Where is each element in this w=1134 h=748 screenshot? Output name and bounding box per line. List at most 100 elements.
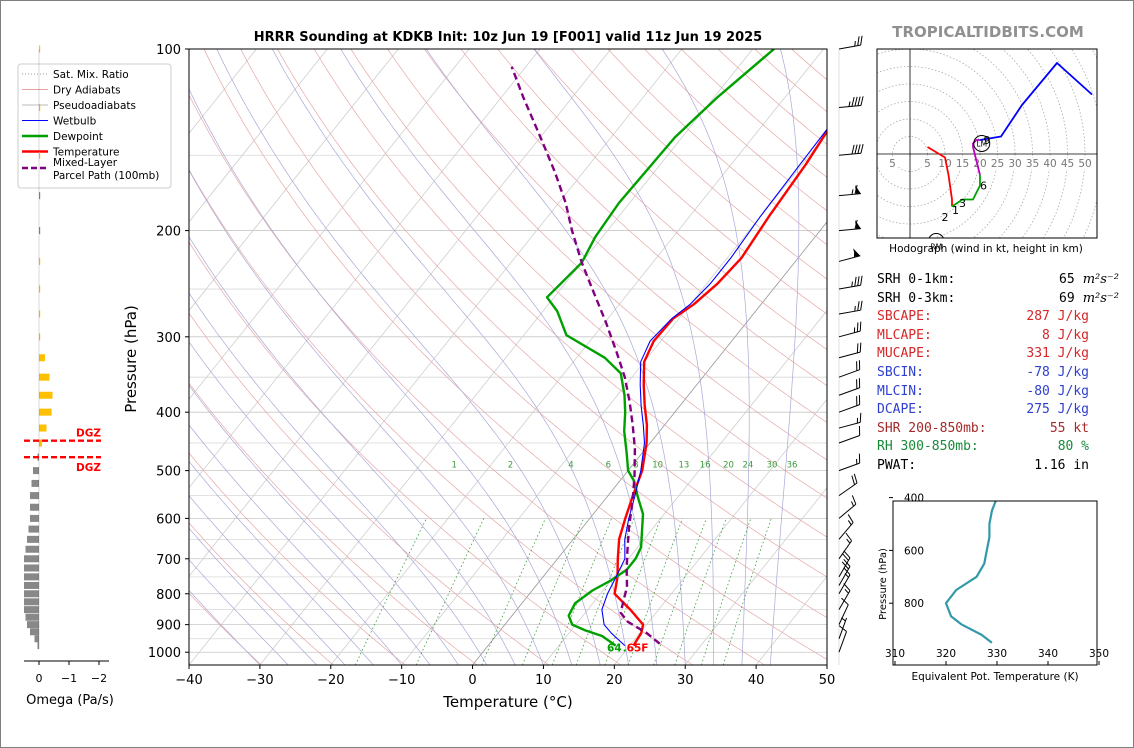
hodo-ring-label-bg <box>974 158 986 169</box>
barb-flag <box>857 276 860 286</box>
barb-flag <box>841 552 849 561</box>
wind-barb <box>838 96 864 108</box>
stat-value: 8 J/kg <box>1042 327 1089 343</box>
hodo-ring-label-bg <box>956 158 969 169</box>
hodo-ring-label-bg <box>1026 158 1039 169</box>
stat-value: -80 J/kg <box>1026 383 1089 399</box>
hodo-ring-label: 25 <box>991 158 1004 170</box>
pseudoadiabat <box>216 49 601 665</box>
hodo-height-label: 1 <box>952 204 959 217</box>
barb-staff <box>838 590 851 610</box>
omega-bar <box>39 354 45 362</box>
theta-y-tick-label: 600 <box>904 545 924 557</box>
omega-bar <box>39 373 50 381</box>
omega-bar <box>24 598 39 606</box>
pseudoadiabat <box>189 341 459 665</box>
wind-barb <box>838 597 849 625</box>
hodo-ring-label-bg <box>939 158 951 169</box>
isotherm-line <box>189 49 399 312</box>
omega-bar <box>25 545 39 553</box>
hodo-ring-label: 30 <box>1008 158 1021 170</box>
barb-half-flag <box>851 189 854 195</box>
mixing-ratio-label: 1 <box>451 461 456 471</box>
stat-value-number: 69 <box>1059 290 1075 306</box>
wind-barb <box>838 495 857 519</box>
stat-value: 80 % <box>1057 439 1089 455</box>
barb-staff <box>838 105 861 108</box>
mixing-ratio-label: 2 <box>508 461 513 471</box>
surface-dewpoint-label: 64 <box>607 643 622 655</box>
wind-barb <box>838 426 861 444</box>
theta-y-tick-label: 400 <box>904 493 924 505</box>
barb-half-flag <box>856 458 858 465</box>
barb-flag <box>859 342 862 353</box>
y-tick-label: 500 <box>156 465 181 480</box>
wind-barb <box>838 300 863 315</box>
barb-flag <box>860 143 864 154</box>
pseudoadiabat <box>189 169 544 665</box>
dry-adiabat <box>189 522 334 665</box>
pseudoadiabat <box>189 292 488 665</box>
legend-label: Dewpoint <box>53 131 103 143</box>
dgz-label: DGZ <box>76 462 101 474</box>
dry-adiabat <box>189 382 478 665</box>
omega-bar <box>30 514 39 522</box>
barb-staff <box>838 387 860 396</box>
hodo-height-label: 2 <box>942 211 949 224</box>
barb-flag <box>847 514 854 523</box>
series-dewpoint <box>545 49 775 647</box>
barb-half-flag <box>853 327 856 333</box>
wind-barb <box>838 321 862 338</box>
barb-flag <box>843 567 851 576</box>
barb-half-flag <box>854 40 856 47</box>
omega-bar <box>30 628 39 636</box>
barb-flag <box>838 625 847 632</box>
pseudoadiabat <box>189 495 346 665</box>
mixing-ratio-line <box>627 518 683 665</box>
barb-flag <box>858 453 861 464</box>
barb-staff <box>838 404 860 413</box>
barb-flag <box>858 360 861 370</box>
theta-x-tick-label: 350 <box>1089 648 1109 660</box>
x-tick-label: 0 <box>468 673 476 688</box>
theta-e-panel: 310 320 330 340 350 400 600 800 <box>885 493 1109 666</box>
dgz-label: DGZ <box>76 428 101 440</box>
x-axis-label: Temperature (°C) <box>442 693 572 711</box>
stat-value-number: 65 <box>1059 272 1075 287</box>
dry-adiabat <box>189 241 622 665</box>
mixing-ratio-label: 6 <box>606 461 611 471</box>
barb-flag <box>851 475 856 485</box>
skewt-series <box>510 49 827 647</box>
pseudoadiabat <box>189 559 289 665</box>
wind-barb <box>838 378 861 396</box>
y-tick-label: 1000 <box>148 646 181 661</box>
pseudoadiabat <box>189 384 431 665</box>
wind-barb <box>838 35 863 50</box>
barb-flag <box>856 361 858 371</box>
wind-barb <box>838 453 861 472</box>
barb-staff <box>838 631 847 653</box>
wind-barb <box>838 473 858 497</box>
barb-staff <box>838 482 858 497</box>
omega-bar <box>39 310 41 318</box>
stats-panel: SRH 0-1km: 65 m²s⁻² SRH 0-3km: 69 m²s⁻² SBCAPE… <box>877 271 1119 476</box>
stat-value: -78 J/kg <box>1026 364 1089 380</box>
stat-row: MLCIN: -80 J/kg <box>877 383 1117 402</box>
legend-label-line2: Parcel Path (100mb) <box>53 170 159 182</box>
omega-bar <box>24 606 39 614</box>
y-tick-label: 700 <box>156 553 181 568</box>
y-tick-label: 800 <box>156 588 181 603</box>
hodo-height-label: 9 <box>984 134 991 147</box>
omega-bar <box>39 103 41 111</box>
omega-bar <box>39 257 41 265</box>
barb-flag <box>860 300 863 311</box>
wind-barb <box>838 583 851 610</box>
legend-label: Dry Adiabats <box>53 85 121 97</box>
hodo-ring-label-bg <box>1061 158 1074 169</box>
omega-bar <box>39 424 47 432</box>
stat-label: SRH 0-1km: <box>877 272 956 287</box>
barb-half-flag <box>844 589 849 594</box>
stat-row: MLCAPE: 8 J/kg <box>877 327 1117 346</box>
y-axis-label: Pressure (hPa) <box>122 305 140 413</box>
